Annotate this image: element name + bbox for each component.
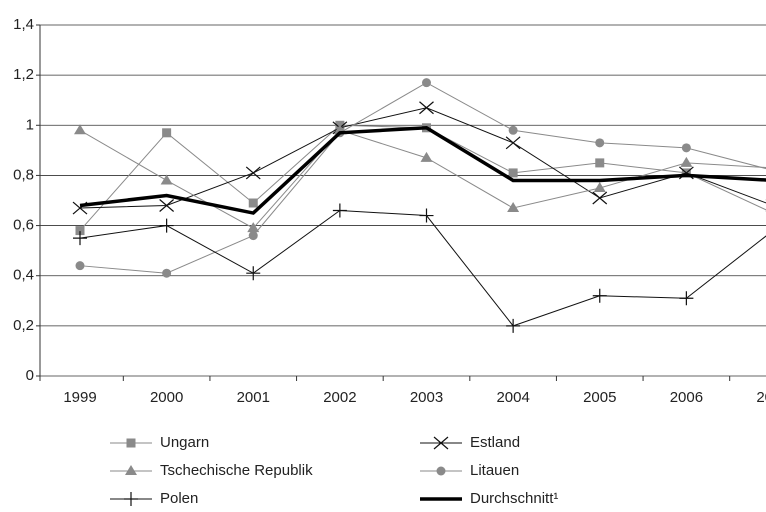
y-tick-label: 0,8	[13, 166, 34, 183]
y-tick-label: 0,2	[13, 317, 34, 334]
marker	[125, 465, 137, 475]
marker	[680, 156, 693, 167]
marker	[75, 226, 85, 236]
marker	[595, 138, 605, 148]
marker	[332, 203, 347, 218]
marker	[124, 492, 138, 506]
y-tick-label: 1,4	[13, 16, 34, 33]
marker	[419, 101, 434, 115]
marker	[422, 78, 431, 88]
x-tick-label: 2002	[323, 389, 356, 406]
marker	[506, 318, 521, 333]
marker	[162, 128, 172, 138]
legend-label: Estland	[470, 434, 520, 451]
y-tick-label: 0,6	[13, 217, 34, 234]
marker	[508, 168, 518, 178]
marker	[247, 222, 260, 233]
marker	[595, 158, 605, 168]
legend-label: Ungarn	[160, 434, 209, 451]
series-line	[79, 126, 766, 215]
y-tick-label: 0,4	[13, 267, 34, 284]
marker	[75, 261, 85, 271]
marker	[248, 231, 258, 241]
marker	[436, 466, 446, 476]
x-tick-label: 1999	[63, 389, 96, 406]
marker	[159, 218, 174, 233]
marker	[126, 438, 136, 448]
x-tick-label: 2003	[410, 389, 443, 406]
marker	[160, 174, 173, 185]
marker	[681, 143, 691, 153]
marker	[419, 208, 434, 223]
marker	[420, 151, 433, 162]
marker	[159, 199, 175, 212]
marker	[245, 166, 261, 180]
legend-label: Tschechische Republik	[160, 462, 313, 479]
marker	[74, 124, 86, 135]
y-tick-label: 1,2	[13, 66, 34, 83]
series-line	[79, 210, 766, 327]
x-tick-label: 2000	[150, 389, 183, 406]
marker	[593, 181, 606, 192]
marker	[162, 268, 172, 278]
marker	[73, 231, 87, 246]
marker	[246, 266, 261, 281]
x-tick-label: 2001	[237, 389, 270, 406]
x-tick-label: 2007	[756, 389, 766, 406]
marker	[248, 198, 258, 208]
x-tick-label: 2005	[583, 389, 616, 406]
marker	[592, 288, 607, 303]
marker	[679, 291, 694, 306]
marker	[507, 202, 520, 213]
legend-label: Polen	[160, 490, 198, 507]
y-tick-label: 0	[26, 367, 34, 384]
x-tick-label: 2004	[496, 389, 529, 406]
marker	[508, 125, 518, 135]
marker	[433, 436, 449, 450]
y-tick-label: 1	[26, 116, 34, 133]
x-tick-label: 2006	[670, 389, 703, 406]
marker	[505, 136, 521, 150]
marker	[592, 191, 608, 205]
legend-label: Litauen	[470, 462, 519, 479]
legend-label: Durchschnitt¹	[470, 490, 558, 507]
